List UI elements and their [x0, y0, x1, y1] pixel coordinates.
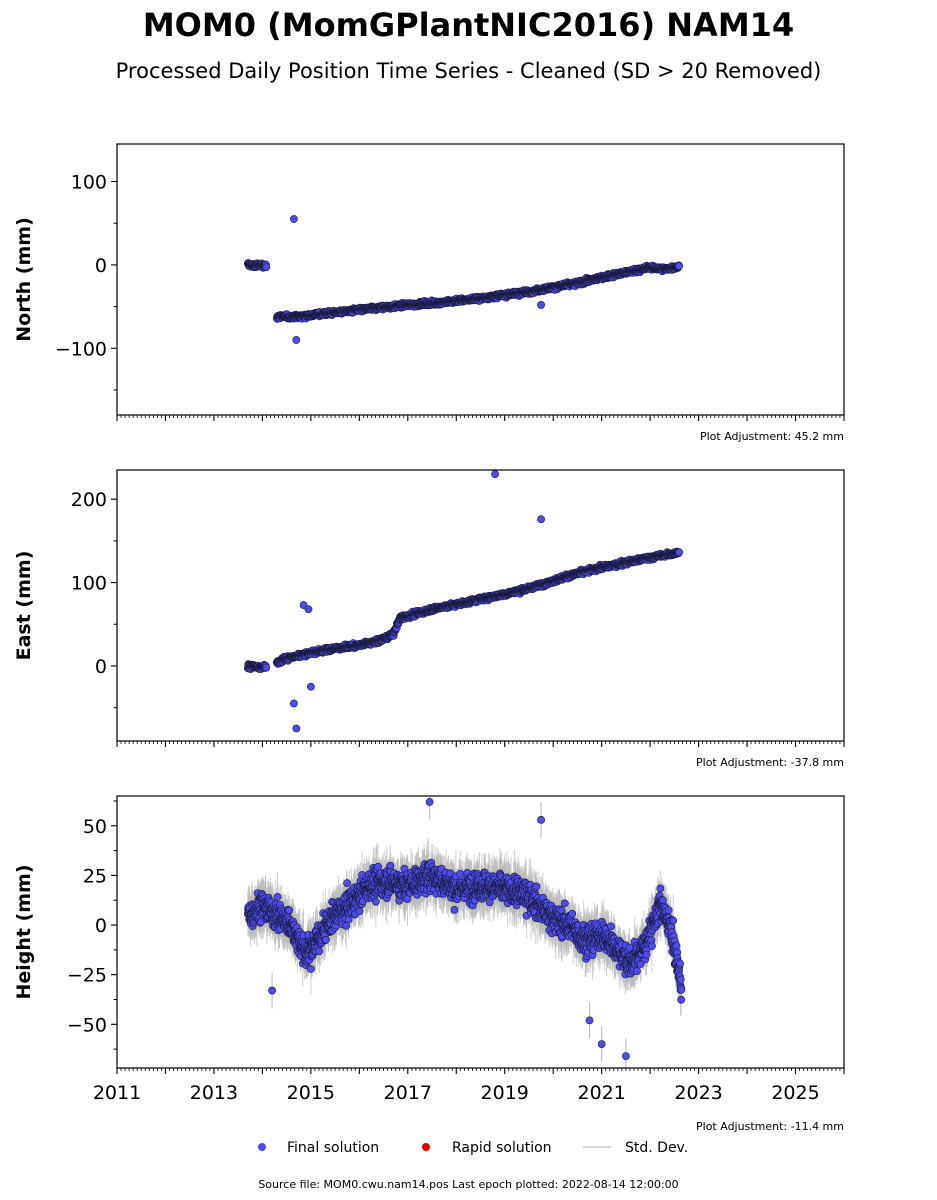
plot-area-east [243, 470, 683, 733]
plot-adjustment-note: Plot Adjustment: 45.2 mm [700, 430, 844, 443]
plot-frame [116, 143, 845, 416]
data-point [262, 663, 271, 672]
panels: −100 0 100 North (mm) Plot Adjustment: 45.2 … [13, 143, 845, 1133]
panel-north: −100 0 100 North (mm) Plot Adjustment: 45.2 … [13, 143, 845, 443]
outlier-point [537, 301, 545, 309]
y-axis-label: North (mm) [13, 217, 35, 342]
final-solution-points-east [243, 470, 683, 733]
final-solution-points-north [243, 215, 683, 344]
chart-title: MOM0 (MomGPlantNIC2016) NAM14 [143, 6, 794, 44]
outlier-point [290, 215, 298, 223]
chart-subtitle: Processed Daily Position Time Series - C… [116, 59, 822, 83]
data-point [262, 263, 271, 272]
data-point [675, 262, 683, 270]
outlier-point [292, 336, 301, 344]
y-tick-label: 0 [95, 255, 107, 277]
plot-area-north [243, 215, 683, 344]
y-tick-label: −100 [55, 338, 107, 360]
y-tick-label: 100 [71, 172, 107, 194]
